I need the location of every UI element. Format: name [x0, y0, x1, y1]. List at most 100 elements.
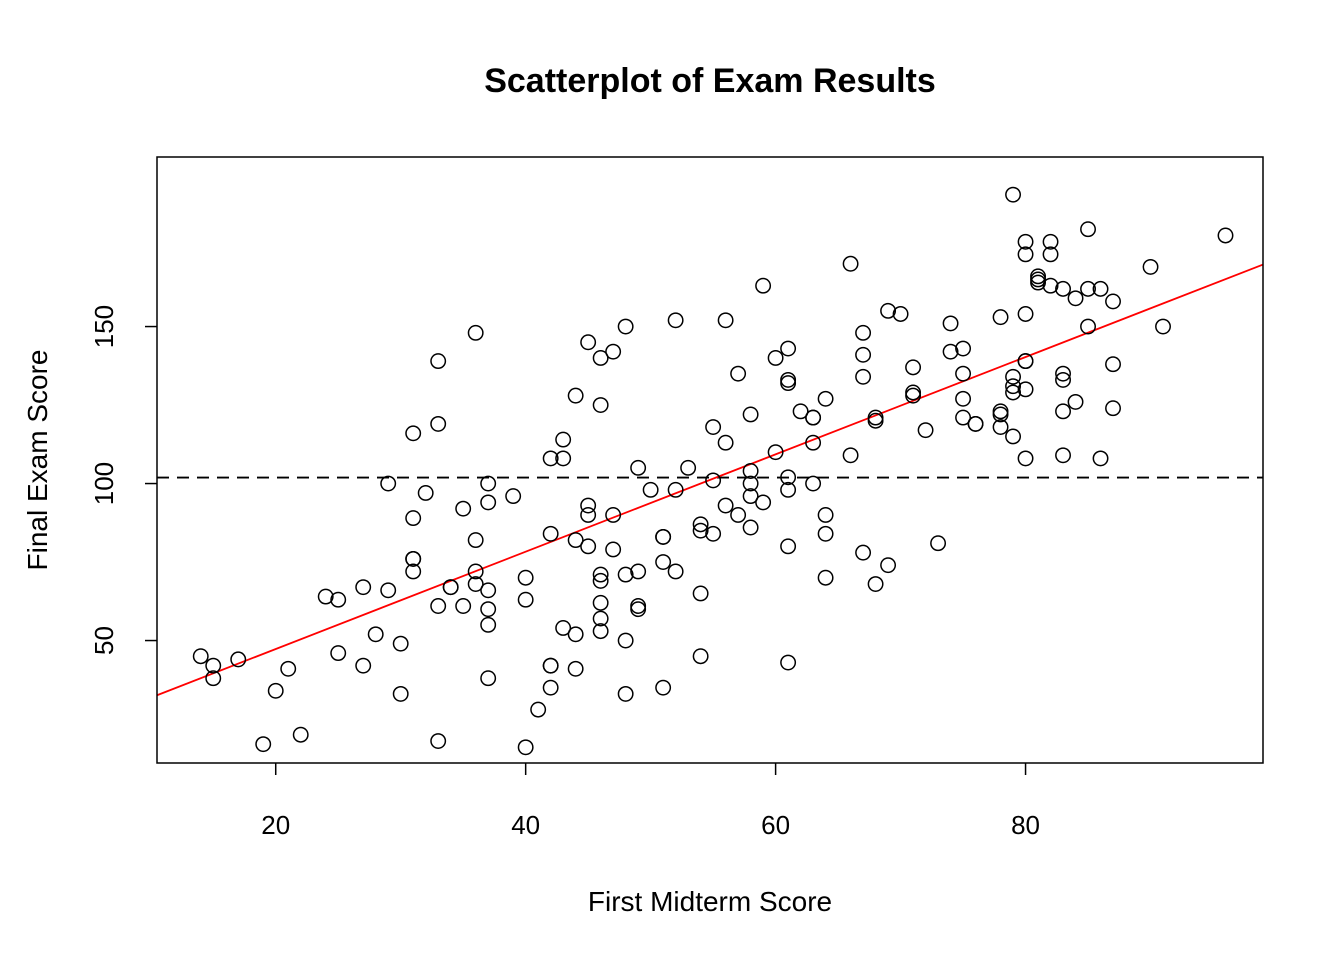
data-point: [555, 450, 572, 467]
data-point: [617, 685, 634, 702]
y-axis-label: Final Exam Score: [22, 350, 53, 571]
data-point: [542, 450, 559, 467]
data-point: [692, 516, 709, 533]
x-tick-label: 20: [261, 810, 290, 840]
data-point: [567, 387, 584, 404]
data-point: [655, 679, 672, 696]
data-point: [580, 538, 597, 555]
data-point: [617, 632, 634, 649]
data-point: [792, 403, 809, 420]
data-point: [1005, 368, 1022, 385]
data-point: [955, 409, 972, 426]
data-point: [1005, 428, 1022, 445]
data-point: [480, 670, 497, 687]
data-point: [905, 384, 922, 401]
data-point: [592, 610, 609, 627]
data-point: [817, 506, 834, 523]
y-tick-label: 150: [89, 305, 119, 348]
data-point: [942, 315, 959, 332]
y-tick-label: 50: [89, 626, 119, 655]
data-point: [667, 312, 684, 329]
data-point: [1055, 371, 1071, 388]
data-point: [717, 497, 734, 514]
data-point: [230, 651, 247, 668]
data-point: [667, 563, 684, 580]
data-point: [605, 541, 622, 558]
data-point: [1017, 450, 1034, 467]
data-point: [780, 371, 797, 388]
data-point: [867, 576, 884, 592]
data-point: [742, 519, 759, 536]
data-point: [542, 525, 559, 542]
data-point: [567, 660, 584, 677]
data-point: [1055, 365, 1071, 382]
data-point: [730, 506, 747, 523]
data-point: [642, 481, 659, 498]
data-point: [767, 444, 784, 461]
data-point: [1017, 306, 1034, 322]
data-point: [992, 403, 1009, 420]
data-point: [780, 469, 797, 486]
data-point: [1067, 290, 1084, 307]
data-point: [992, 309, 1009, 326]
data-point: [317, 588, 334, 605]
data-point: [817, 569, 834, 586]
data-point: [480, 494, 497, 511]
data-point: [742, 406, 759, 423]
data-point: [905, 387, 922, 404]
data-point: [855, 544, 872, 561]
data-point: [742, 463, 759, 479]
data-point: [742, 488, 759, 505]
data-point: [1142, 258, 1159, 275]
data-point: [805, 409, 822, 426]
data-point: [255, 736, 272, 753]
data-point: [780, 481, 797, 498]
data-point: [630, 563, 647, 580]
data-point: [780, 654, 797, 671]
data-point: [667, 481, 684, 498]
data-point: [1017, 233, 1034, 250]
data-point: [380, 582, 397, 599]
data-point: [930, 535, 947, 552]
data-point: [692, 522, 709, 539]
data-point: [580, 334, 597, 351]
y-tick-label: 100: [89, 462, 119, 505]
data-point: [330, 645, 347, 662]
data-point: [205, 670, 222, 687]
data-point: [542, 657, 559, 674]
data-point: [280, 660, 297, 677]
data-point: [592, 623, 609, 640]
data-point: [430, 353, 447, 370]
data-point: [467, 576, 484, 592]
data-point: [880, 302, 897, 319]
data-point: [692, 585, 709, 602]
data-point: [592, 350, 609, 366]
data-point: [617, 318, 634, 335]
data-point: [1030, 268, 1047, 285]
data-point: [530, 701, 547, 718]
data-point: [417, 485, 434, 501]
data-point: [717, 312, 734, 329]
data-point: [655, 528, 672, 545]
data-point: [355, 657, 372, 674]
data-point: [592, 397, 609, 414]
data-point: [405, 510, 422, 527]
data-point: [330, 591, 347, 608]
data-point: [780, 375, 797, 392]
data-point: [380, 475, 397, 492]
data-point: [292, 726, 309, 743]
data-point: [1105, 400, 1121, 417]
data-point: [592, 572, 609, 589]
data-point: [480, 616, 497, 633]
data-point: [892, 306, 909, 322]
data-point: [1067, 393, 1084, 410]
data-point: [1080, 280, 1096, 297]
data-point: [1092, 280, 1109, 297]
data-point: [605, 343, 622, 360]
data-point: [517, 569, 534, 586]
data-point: [905, 359, 922, 376]
data-point: [555, 620, 572, 636]
data-point: [580, 497, 597, 514]
data-point: [592, 594, 609, 611]
